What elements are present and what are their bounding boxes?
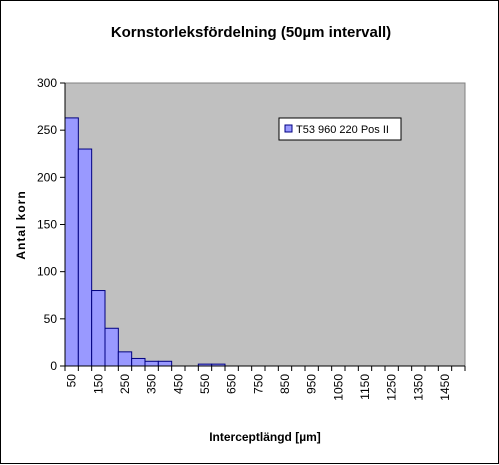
chart-title: Kornstorleksfördelning (50µm intervall)	[111, 24, 391, 41]
bar	[144, 360, 159, 367]
bar	[64, 117, 79, 367]
x-tick-label: 1350	[411, 374, 425, 401]
x-tick-label: 150	[91, 374, 105, 394]
x-tick-label: 1150	[358, 374, 372, 400]
bar	[104, 327, 119, 367]
x-tick-label: 450	[171, 374, 185, 394]
x-tick-label: 750	[251, 374, 265, 394]
bar	[117, 351, 133, 367]
y-tick-label: 50	[44, 312, 58, 326]
y-axis: 0 50 100 150 200 250 300	[37, 76, 66, 373]
bars-group	[64, 117, 226, 367]
bar	[77, 148, 93, 367]
legend: T53 960 220 Pos II	[278, 117, 402, 141]
x-tick-label: 1250	[385, 374, 399, 401]
x-tick-label: 250	[118, 374, 132, 394]
y-tick-label: 200	[37, 170, 57, 184]
x-tick-label: 1450	[438, 374, 452, 401]
y-tick-label: 100	[37, 265, 57, 279]
y-tick-label: 0	[50, 359, 57, 373]
y-tick-label: 300	[37, 76, 57, 90]
x-tick-label: 550	[198, 374, 212, 394]
x-tick-label: 850	[278, 374, 292, 394]
x-axis-title: Interceptlängd [µm]	[209, 430, 321, 444]
x-tick-label: 50	[65, 374, 79, 388]
y-axis-title: Antal korn	[14, 190, 28, 259]
x-tick-label: 650	[225, 374, 239, 394]
x-tick-label: 950	[305, 374, 319, 394]
plot-area	[64, 82, 466, 367]
bar	[91, 290, 106, 367]
bar	[131, 357, 146, 367]
legend-label: T53 960 220 Pos II	[296, 124, 389, 136]
x-axis: 50 150 250 350 450 550 650 750 850 950 1050 1150 125…	[64, 365, 466, 401]
y-tick-label: 250	[37, 123, 57, 137]
bar	[157, 360, 173, 367]
x-tick-label: 1050	[331, 374, 345, 401]
x-tick-label: 350	[145, 374, 159, 394]
legend-swatch	[284, 124, 293, 133]
legend-box	[278, 117, 402, 141]
y-tick-label: 150	[37, 218, 57, 232]
